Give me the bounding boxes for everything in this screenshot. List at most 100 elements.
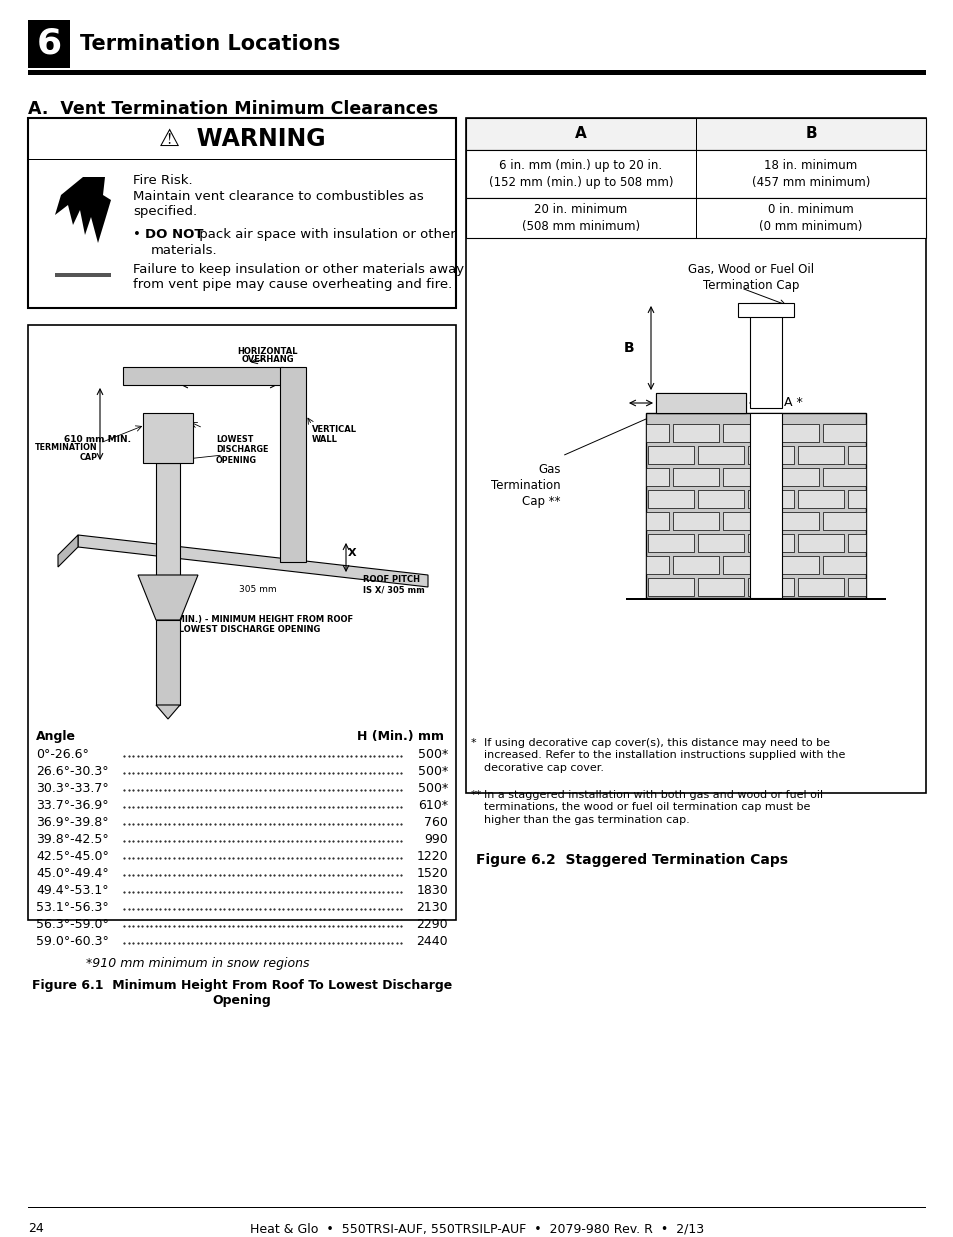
Bar bbox=[749, 413, 781, 597]
Bar bbox=[722, 512, 768, 529]
Bar bbox=[645, 512, 668, 529]
Bar bbox=[738, 303, 793, 317]
Text: 2130: 2130 bbox=[416, 901, 448, 914]
Bar bbox=[465, 118, 925, 150]
Text: OVERHANG: OVERHANG bbox=[241, 355, 294, 364]
Text: 760: 760 bbox=[424, 816, 448, 829]
Bar bbox=[847, 534, 865, 552]
Text: A *: A * bbox=[783, 397, 801, 409]
Text: 18 in. minimum
(457 mm minimum): 18 in. minimum (457 mm minimum) bbox=[751, 160, 869, 189]
Bar bbox=[822, 424, 865, 442]
Text: 1520: 1520 bbox=[416, 867, 448, 880]
Bar bbox=[696, 150, 697, 198]
Text: ⚠  WARNING: ⚠ WARNING bbox=[158, 127, 325, 151]
Text: Figure 6.2  Staggered Termination Caps: Figure 6.2 Staggered Termination Caps bbox=[476, 854, 787, 867]
Text: 500*: 500* bbox=[417, 764, 448, 778]
Polygon shape bbox=[156, 705, 180, 719]
Bar bbox=[722, 468, 768, 486]
Bar bbox=[772, 512, 818, 529]
Bar bbox=[28, 158, 456, 160]
Bar bbox=[772, 555, 818, 574]
Text: A.  Vent Termination Minimum Clearances: A. Vent Termination Minimum Clearances bbox=[28, 100, 437, 118]
Bar bbox=[797, 447, 843, 464]
Text: A: A bbox=[575, 126, 586, 141]
Text: 610*: 610* bbox=[417, 799, 448, 811]
Text: HORIZONTAL: HORIZONTAL bbox=[237, 348, 298, 356]
Bar bbox=[143, 413, 193, 463]
Polygon shape bbox=[138, 575, 198, 620]
Bar bbox=[672, 468, 719, 486]
Text: 20 in. minimum
(508 mm minimum): 20 in. minimum (508 mm minimum) bbox=[521, 203, 639, 233]
Bar bbox=[847, 490, 865, 508]
Text: Gas
Termination
Cap **: Gas Termination Cap ** bbox=[491, 463, 560, 508]
Text: •: • bbox=[132, 228, 141, 241]
Bar bbox=[797, 490, 843, 508]
Bar bbox=[123, 367, 283, 385]
Text: **: ** bbox=[471, 790, 482, 800]
Bar bbox=[647, 578, 693, 596]
Text: VERTICAL
WALL: VERTICAL WALL bbox=[312, 426, 356, 444]
Polygon shape bbox=[58, 534, 78, 567]
Text: LOWEST
DISCHARGE
OPENING: LOWEST DISCHARGE OPENING bbox=[215, 435, 268, 465]
Bar bbox=[647, 534, 693, 552]
Text: 26.6°-30.3°: 26.6°-30.3° bbox=[36, 764, 109, 778]
Bar bbox=[645, 555, 668, 574]
Polygon shape bbox=[55, 177, 111, 242]
Bar bbox=[696, 198, 697, 238]
Bar bbox=[822, 512, 865, 529]
Bar bbox=[747, 578, 793, 596]
Text: Heat & Glo  •  550TRSI-AUF, 550TRSILP-AUF  •  2079-980 Rev. R  •  2/13: Heat & Glo • 550TRSI-AUF, 550TRSILP-AUF … bbox=[250, 1222, 703, 1235]
Bar bbox=[747, 447, 793, 464]
Text: If using decorative cap cover(s), this distance may need to be
increased. Refer : If using decorative cap cover(s), this d… bbox=[483, 738, 844, 773]
Text: TERMINATION
CAP: TERMINATION CAP bbox=[35, 443, 98, 463]
Text: 610 mm MIN.: 610 mm MIN. bbox=[64, 435, 131, 444]
Text: 33.7°-36.9°: 33.7°-36.9° bbox=[36, 799, 109, 811]
Bar bbox=[625, 597, 885, 600]
Bar bbox=[647, 490, 693, 508]
Text: H (Min.) mm: H (Min.) mm bbox=[356, 730, 443, 743]
Text: *910 mm minimum in snow regions: *910 mm minimum in snow regions bbox=[86, 957, 309, 970]
Bar bbox=[847, 447, 865, 464]
Bar bbox=[28, 118, 456, 308]
Text: 0°-26.6°: 0°-26.6° bbox=[36, 748, 89, 761]
Text: materials.: materials. bbox=[151, 244, 217, 257]
Bar bbox=[847, 578, 865, 596]
Bar bbox=[772, 424, 818, 442]
Text: B: B bbox=[804, 126, 816, 141]
Bar bbox=[698, 578, 743, 596]
Text: 6: 6 bbox=[36, 27, 62, 61]
Text: 500*: 500* bbox=[417, 782, 448, 795]
Text: 24: 24 bbox=[28, 1222, 44, 1235]
Text: 49.4°-53.1°: 49.4°-53.1° bbox=[36, 884, 109, 897]
Bar bbox=[797, 578, 843, 596]
Text: 2440: 2440 bbox=[416, 935, 448, 948]
Bar bbox=[698, 447, 743, 464]
Bar bbox=[698, 534, 743, 552]
Text: 59.0°-60.3°: 59.0°-60.3° bbox=[36, 935, 109, 948]
Bar bbox=[747, 534, 793, 552]
Text: 2290: 2290 bbox=[416, 918, 448, 931]
Bar bbox=[156, 620, 180, 705]
Bar bbox=[156, 463, 180, 575]
Bar bbox=[645, 413, 865, 597]
Text: H (MIN.) - MINIMUM HEIGHT FROM ROOF
TO LOWEST DISCHARGE OPENING: H (MIN.) - MINIMUM HEIGHT FROM ROOF TO L… bbox=[163, 615, 353, 635]
Text: Maintain vent clearance to combustibles as
specified.: Maintain vent clearance to combustibles … bbox=[132, 190, 423, 218]
Bar bbox=[772, 468, 818, 486]
Text: 500*: 500* bbox=[417, 748, 448, 761]
Text: X: X bbox=[348, 548, 356, 558]
Text: 56.3°-59.0°: 56.3°-59.0° bbox=[36, 918, 109, 931]
Bar bbox=[28, 1206, 925, 1209]
Text: 1220: 1220 bbox=[416, 850, 448, 863]
Text: 6 in. mm (min.) up to 20 in.
(152 mm (min.) up to 508 mm): 6 in. mm (min.) up to 20 in. (152 mm (mi… bbox=[488, 160, 673, 189]
Text: B: B bbox=[622, 341, 634, 355]
Text: 39.8°-42.5°: 39.8°-42.5° bbox=[36, 833, 109, 846]
Text: 42.5°-45.0°: 42.5°-45.0° bbox=[36, 850, 109, 863]
Text: Figure 6.1  Minimum Height From Roof To Lowest Discharge
Opening: Figure 6.1 Minimum Height From Roof To L… bbox=[31, 978, 452, 1007]
Text: Gas, Wood or Fuel Oil
Termination Cap: Gas, Wood or Fuel Oil Termination Cap bbox=[687, 263, 814, 292]
Text: pack air space with insulation or other: pack air space with insulation or other bbox=[194, 228, 456, 241]
Bar bbox=[672, 555, 719, 574]
Bar bbox=[722, 424, 768, 442]
Bar bbox=[28, 20, 70, 68]
Text: 990: 990 bbox=[424, 833, 448, 846]
Text: 0 in. minimum
(0 mm minimum): 0 in. minimum (0 mm minimum) bbox=[759, 203, 862, 233]
